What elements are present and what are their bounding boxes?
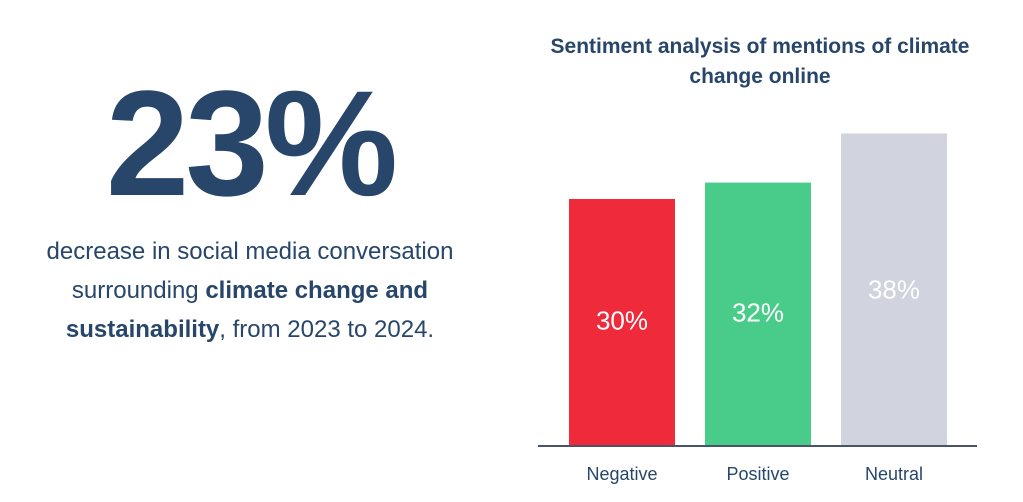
headline-percentage: 23%	[105, 59, 398, 227]
category-label-neutral: Neutral	[865, 464, 923, 484]
bar-value-label-neutral: 38%	[868, 275, 920, 305]
bar-neutral	[841, 133, 947, 445]
bar-value-label-positive: 32%	[732, 298, 784, 328]
bar-positive	[705, 182, 811, 445]
stat-description: decrease in social media conversation su…	[40, 232, 460, 349]
stat-description-highlight: climate change and sustainability	[65, 277, 429, 343]
bar-negative	[569, 199, 675, 445]
category-label-positive: Positive	[726, 464, 789, 484]
stat-description-tail: , from 2023 to 2024.	[219, 316, 435, 343]
stat-panel: 23% decrease in social media conversatio…	[0, 0, 500, 502]
chart-title: Sentiment analysis of mentions of climat…	[550, 35, 970, 88]
stat-description-lead: decrease in social media conversation su…	[46, 238, 454, 304]
bar-value-label-negative: 30%	[596, 305, 648, 335]
category-label-negative: Negative	[586, 464, 657, 484]
